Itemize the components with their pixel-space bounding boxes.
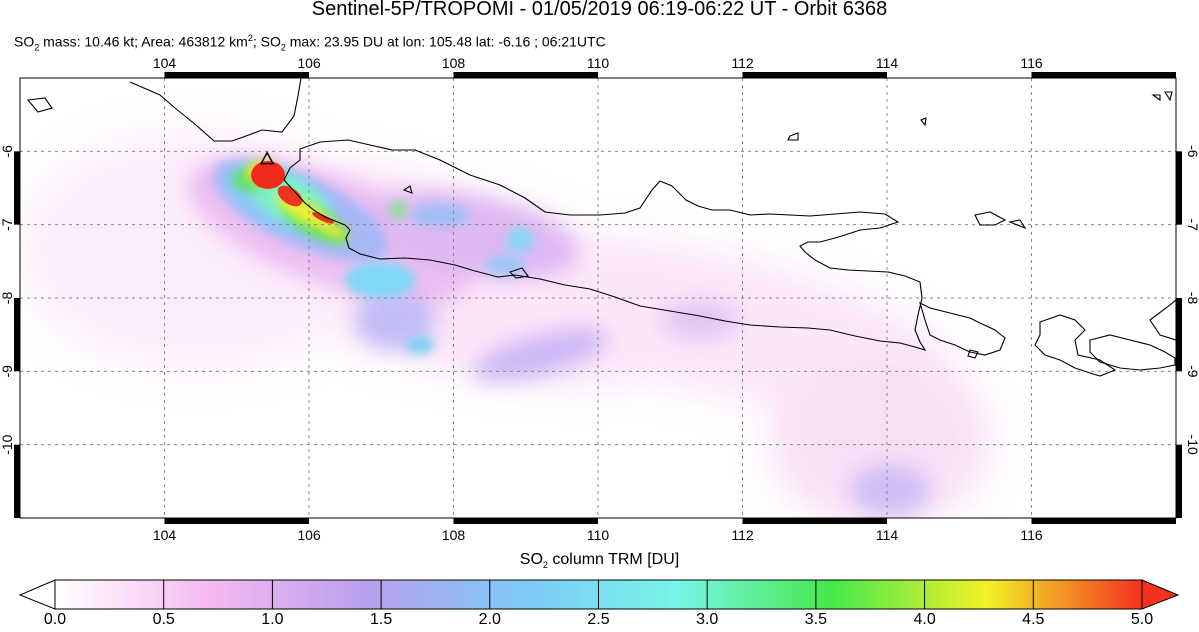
frame-bar-top xyxy=(164,72,309,78)
colorbar-tick-label: 1.0 xyxy=(261,611,284,628)
lat-tick-right: -8 xyxy=(1185,292,1199,305)
graticule xyxy=(20,78,1176,518)
lon-tick-bottom: 116 xyxy=(1020,527,1043,543)
lon-tick-bottom: 112 xyxy=(731,527,754,543)
lon-lat-frame-bars xyxy=(14,72,1182,524)
volcano-marker-icon xyxy=(259,151,275,165)
lon-tick-top: 108 xyxy=(442,55,466,71)
lon-tick-top: 114 xyxy=(876,55,899,71)
lon-tick-top: 112 xyxy=(731,55,754,71)
colorbar-tick-label: 3.5 xyxy=(804,611,828,628)
colorbar-tick-label: 3.0 xyxy=(696,611,719,628)
frame-bar-top xyxy=(453,72,598,78)
frame-bar-top xyxy=(742,72,887,78)
coastline xyxy=(26,78,1176,377)
frame-bar-bottom xyxy=(164,518,309,524)
so2-stats-line: SO2 mass: 10.46 kt; Area: 463812 km2; SO… xyxy=(14,33,606,53)
colorbar-tick-label: 0.0 xyxy=(43,611,67,628)
lon-tick-bottom: 106 xyxy=(297,527,321,543)
colorbar-tick-label: 0.5 xyxy=(152,611,175,628)
lon-tick-bottom: 108 xyxy=(442,527,466,543)
colorbar-tick-label: 4.0 xyxy=(913,611,936,628)
colorbar-tick-label: 4.5 xyxy=(1022,611,1045,628)
lat-tick-left: -6 xyxy=(0,145,15,158)
colorbar-tick-label: 2.5 xyxy=(587,611,610,628)
colorbar-tick-label: 2.0 xyxy=(478,611,501,628)
frame-bar-right xyxy=(1176,298,1182,372)
lat-tick-left: -8 xyxy=(0,292,15,305)
lon-tick-top: 116 xyxy=(1020,55,1043,71)
lon-tick-top: 110 xyxy=(587,55,610,71)
so2-plume xyxy=(20,130,990,518)
lat-tick-right: -9 xyxy=(1185,365,1199,378)
lon-tick-top: 106 xyxy=(297,55,321,71)
frame-bar-bottom xyxy=(453,518,598,524)
colorbar-label: SO2 column TRM [DU] xyxy=(519,551,680,571)
lat-tick-left: -9 xyxy=(0,365,15,378)
frame-bar-right xyxy=(1176,444,1182,518)
frame-bar-left xyxy=(14,151,20,225)
lon-tick-bottom: 110 xyxy=(587,527,610,543)
frame-bar-left xyxy=(14,298,20,372)
lat-tick-right: -10 xyxy=(1185,435,1199,455)
lat-tick-left: -10 xyxy=(0,434,15,454)
lon-tick-top: 104 xyxy=(153,55,177,71)
lat-tick-right: -7 xyxy=(1185,218,1199,231)
map-title: Sentinel-5P/TROPOMI - 01/05/2019 06:19-0… xyxy=(311,0,888,20)
colorbar-tick-label: 5.0 xyxy=(1130,611,1154,628)
frame-bar-left xyxy=(14,444,20,518)
frame-bar-bottom xyxy=(742,518,887,524)
frame-bar-right xyxy=(1176,151,1182,225)
axis-tick-labels: 104 104 106 106 108 108 110 110 112 112 114 114 116 1… xyxy=(0,55,1199,543)
lat-tick-right: -6 xyxy=(1185,145,1199,158)
colorbar-tick-label: 1.5 xyxy=(369,611,393,628)
lon-tick-bottom: 114 xyxy=(876,527,899,543)
lon-tick-bottom: 104 xyxy=(153,527,177,543)
frame-bar-bottom xyxy=(1031,518,1176,524)
lat-tick-left: -7 xyxy=(0,218,15,231)
frame-bar-top xyxy=(1031,72,1176,78)
